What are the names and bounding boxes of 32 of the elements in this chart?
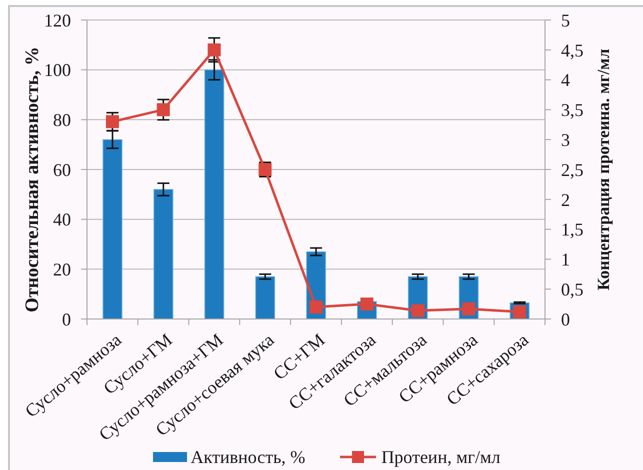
y-tick-label: 40 — [53, 210, 71, 230]
point — [156, 103, 170, 116]
y-tick-label: 20 — [53, 260, 71, 280]
legend-label: Активность, % — [190, 446, 306, 468]
bar — [102, 139, 122, 319]
bar — [204, 69, 224, 319]
point — [208, 43, 221, 56]
point — [310, 300, 322, 314]
y2-tick-label: 4 — [561, 70, 570, 90]
point — [106, 115, 119, 128]
y-tick-label: 0 — [62, 309, 71, 330]
legend-label: Протеин, мг/мл — [381, 446, 500, 468]
y2-tick-label: 0 — [561, 309, 570, 330]
y2-tick-label: 2 — [561, 190, 570, 210]
y2-tick-label: 5 — [561, 10, 570, 30]
y2-tick-label: 3 — [561, 130, 570, 150]
y2-tick-label: 0,5 — [561, 279, 584, 300]
point — [411, 304, 424, 318]
bar — [153, 189, 174, 319]
y-tick-label: 80 — [53, 110, 71, 130]
y2-axis-title: Концентрация протеина. мг/мл — [594, 48, 612, 290]
y2-tick-label: 1,5 — [561, 220, 584, 240]
y2-tick-label: 4,5 — [561, 40, 584, 60]
y2-tick-label: 3,5 — [561, 100, 584, 120]
y2-tick-label: 1 — [561, 250, 570, 270]
y-tick-label: 100 — [44, 60, 71, 80]
y-tick-label: 60 — [53, 160, 71, 180]
y2-tick-label: 2,5 — [561, 160, 584, 180]
point — [462, 302, 476, 316]
y-tick-label: 120 — [44, 10, 71, 30]
y-axis-title: Относительная активность, % — [22, 46, 42, 312]
bar — [255, 276, 276, 319]
